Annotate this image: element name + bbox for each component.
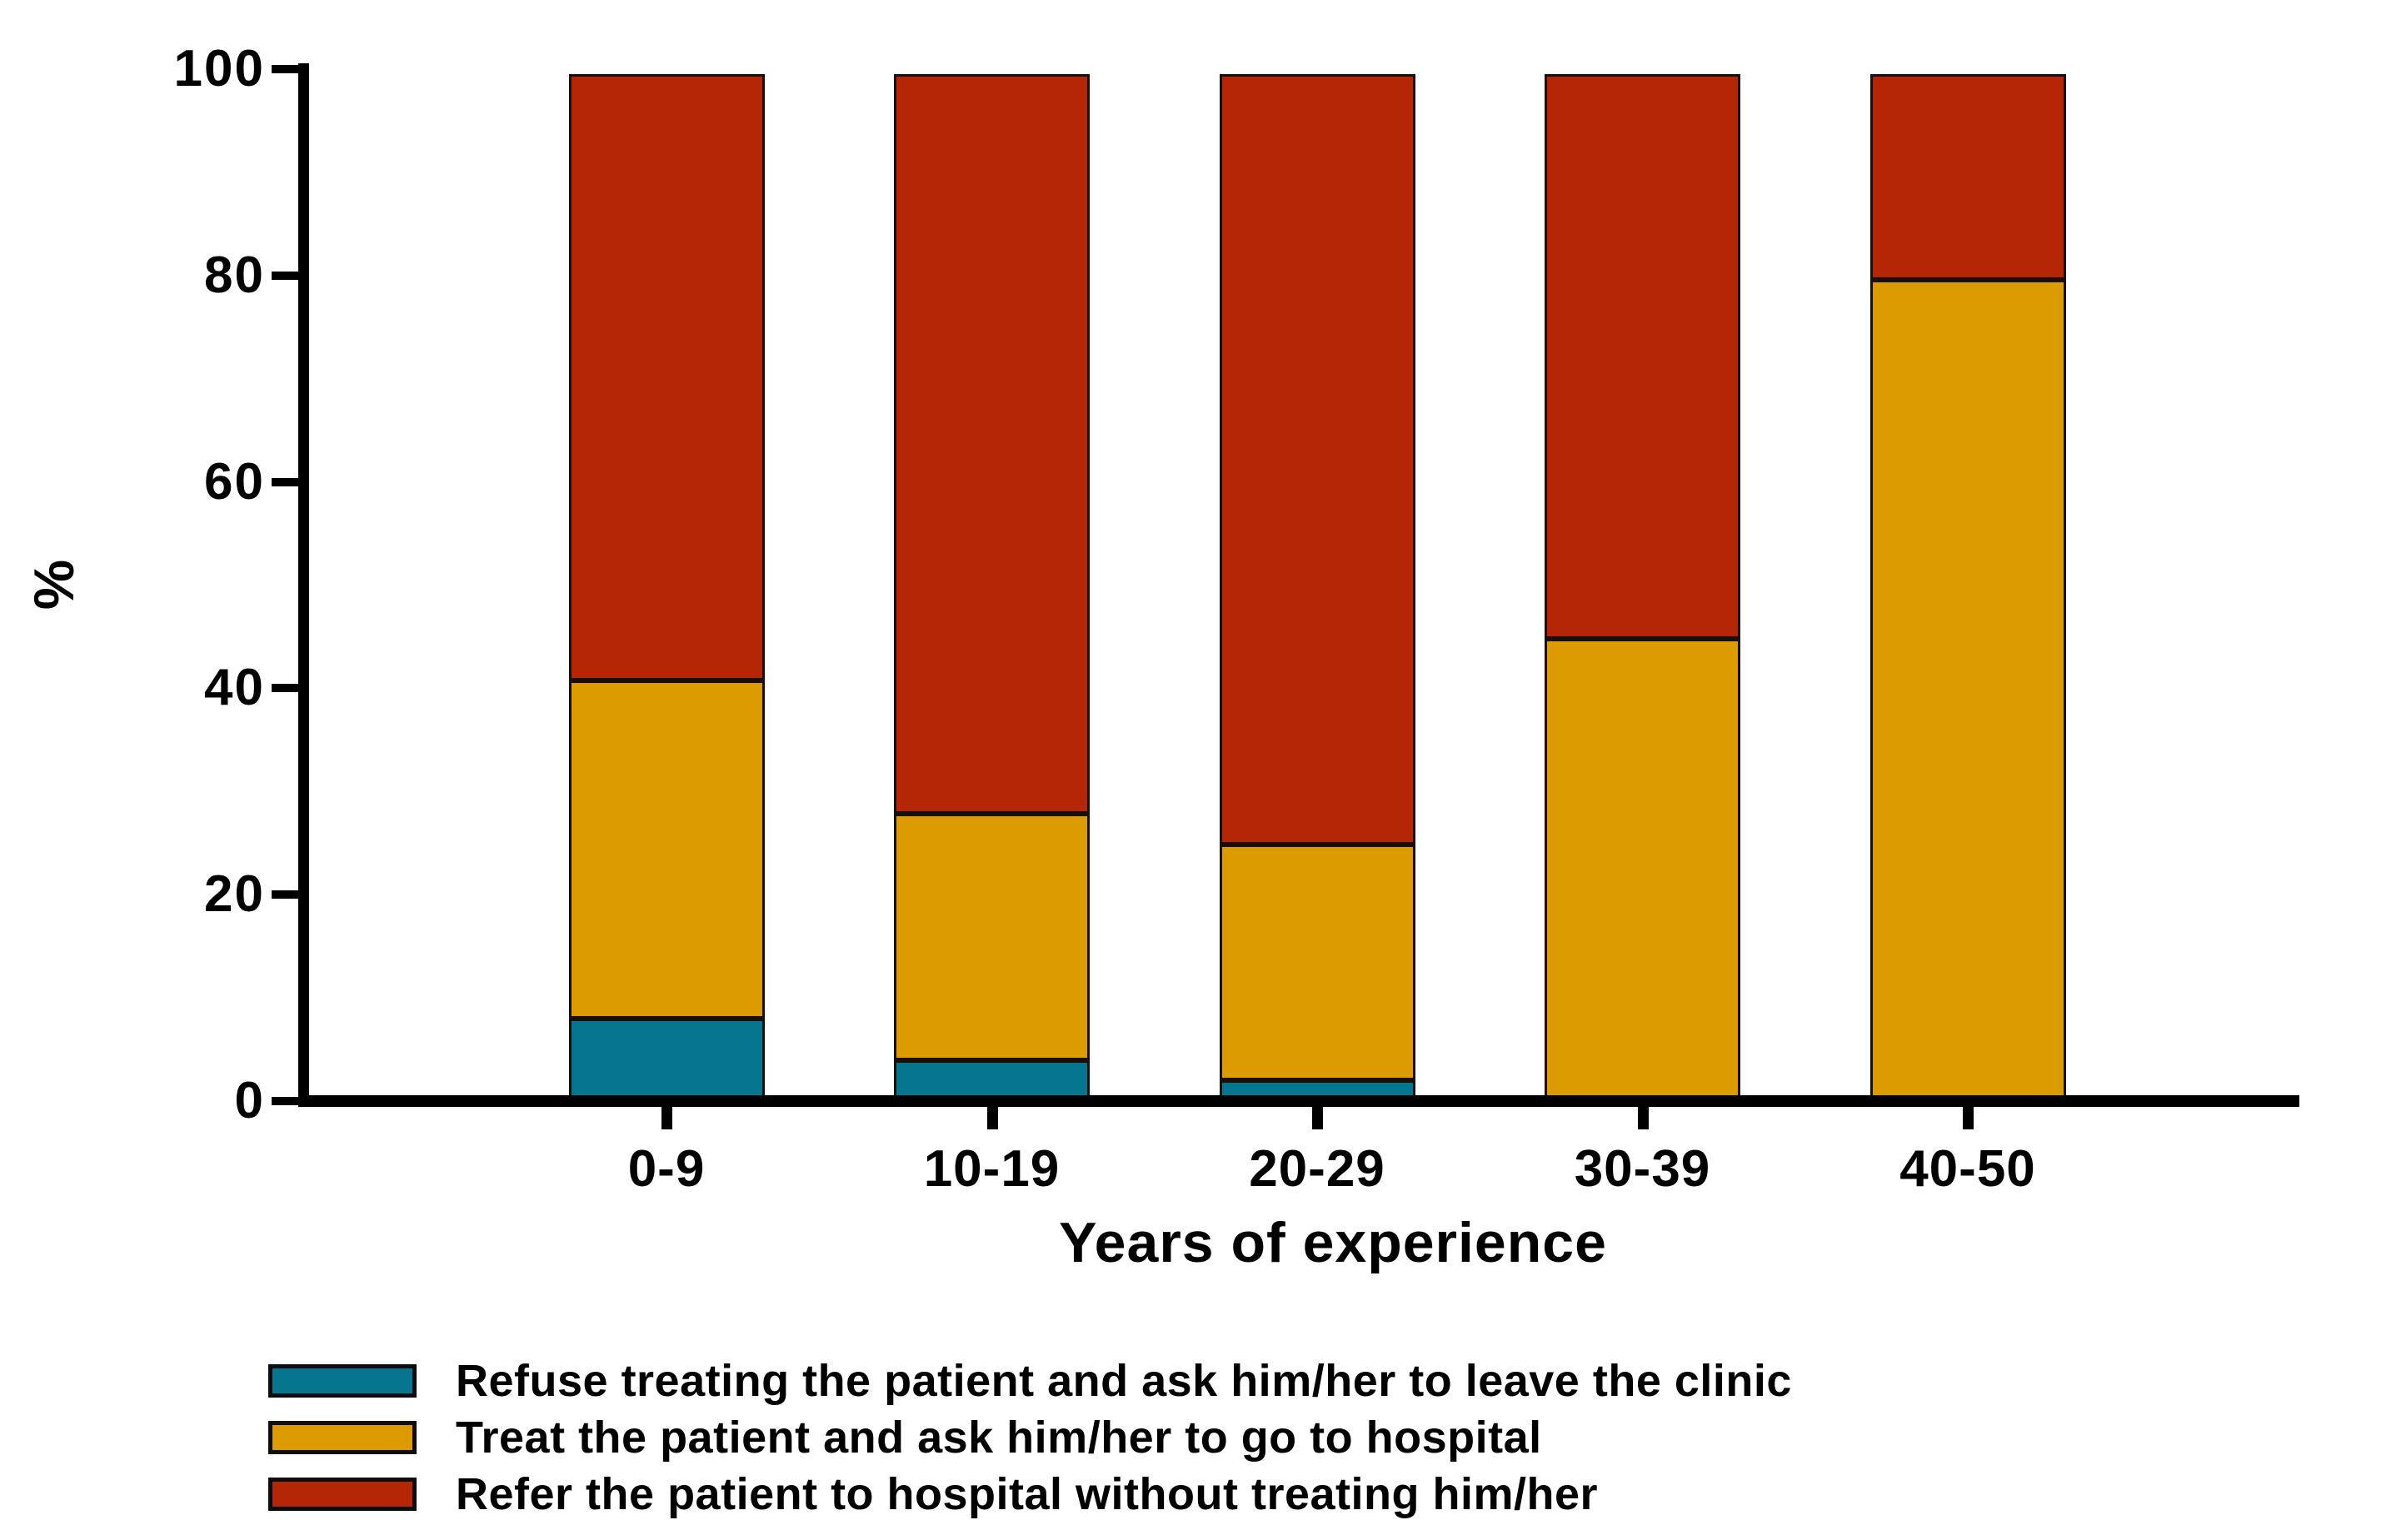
bar-segment — [568, 1019, 765, 1101]
y-tick — [272, 890, 302, 900]
bar-segment — [1869, 279, 2066, 1101]
x-tick-label: 0-9 — [627, 1140, 706, 1198]
bar-segment — [1219, 74, 1415, 845]
legend-item: Refuse treating the patient and ask him/… — [268, 1357, 1792, 1405]
x-tick-label: 30-39 — [1574, 1140, 1711, 1198]
y-tick — [272, 684, 302, 693]
bar-segment — [894, 813, 1090, 1060]
bar-segment — [568, 680, 765, 1019]
y-tick-label: 100 — [173, 40, 265, 97]
x-tick — [1637, 1107, 1649, 1129]
y-axis-line — [298, 63, 309, 1107]
y-tick-label: 80 — [204, 246, 265, 304]
legend-label: Refuse treating the patient and ask him/… — [456, 1356, 1792, 1406]
legend-item: Treat the patient and ask him/her to go … — [268, 1413, 1542, 1462]
legend-swatch — [268, 1478, 417, 1511]
y-tick-label: 60 — [204, 452, 265, 511]
x-tick — [1963, 1107, 1974, 1129]
bar-segment — [1545, 639, 1740, 1101]
legend-label: Treat the patient and ask him/her to go … — [456, 1413, 1542, 1463]
y-tick-label: 40 — [204, 659, 265, 717]
y-tick — [272, 477, 302, 486]
y-tick-label: 20 — [204, 865, 265, 924]
y-tick — [272, 1097, 302, 1105]
bar-segment — [894, 74, 1090, 814]
x-tick — [661, 1107, 672, 1129]
x-tick — [1312, 1107, 1323, 1129]
y-tick-label: 0 — [234, 1072, 265, 1129]
bar-segment — [1545, 74, 1740, 640]
legend-label: Refer the patient to hospital without tr… — [456, 1469, 1599, 1519]
x-axis-label: Years of experience — [1059, 1211, 1607, 1274]
x-tick-label: 10-19 — [923, 1140, 1061, 1198]
legend-swatch — [268, 1364, 417, 1398]
bar-segment — [1869, 74, 2066, 280]
bar-segment — [568, 74, 765, 680]
x-tick — [986, 1107, 998, 1129]
legend-item: Refer the patient to hospital without tr… — [268, 1470, 1598, 1518]
legend-swatch — [268, 1421, 417, 1454]
y-tick — [272, 65, 302, 73]
y-axis-label: % — [22, 559, 86, 611]
x-tick-label: 40-50 — [1899, 1140, 2036, 1198]
x-axis-line — [298, 1095, 2299, 1107]
y-tick — [272, 271, 302, 280]
bar-segment — [1219, 844, 1415, 1081]
x-tick-label: 20-29 — [1249, 1140, 1385, 1198]
